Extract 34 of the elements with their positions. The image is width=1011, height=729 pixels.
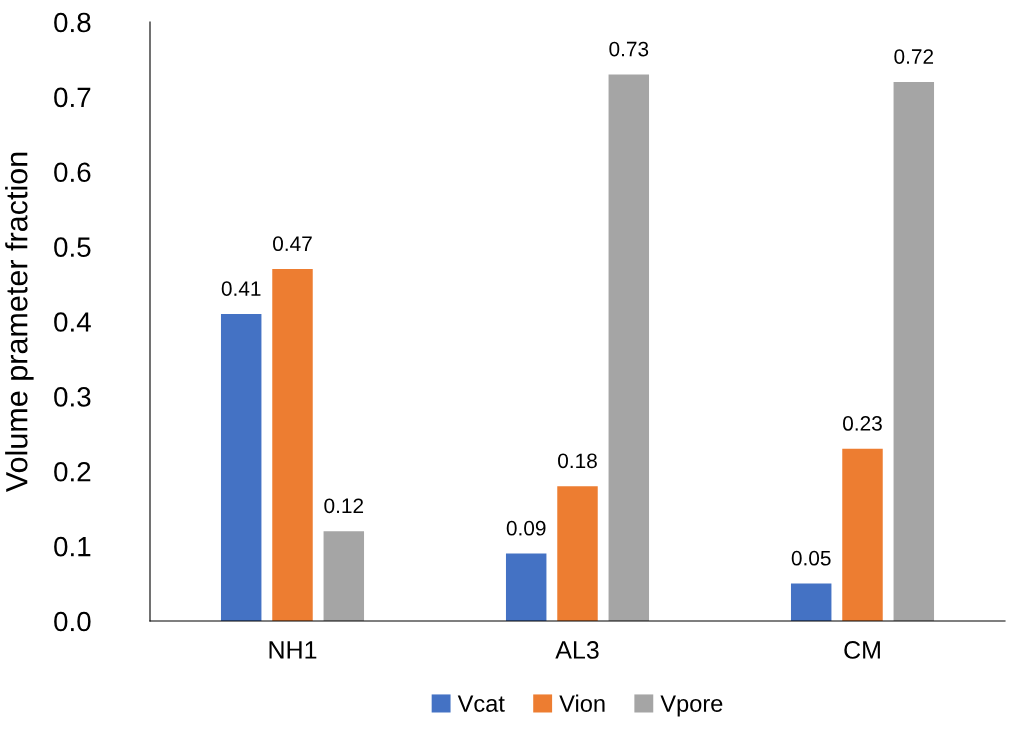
y-tick-label: 0.8 (54, 12, 91, 33)
bar (557, 486, 598, 621)
y-tick-label: 0.1 (54, 536, 91, 557)
bar (842, 448, 883, 621)
data-label: 0.18 (558, 453, 597, 469)
data-label: 0.23 (843, 416, 882, 431)
bar (893, 81, 935, 621)
data-label: 0.73 (609, 41, 649, 57)
legend-label: Vpore (660, 695, 723, 717)
bar (790, 583, 832, 621)
data-label: 0.12 (324, 498, 364, 514)
data-label: 0.47 (273, 236, 312, 252)
y-axis-title: Volume prameter fraction (5, 152, 34, 493)
x-tick-label: AL3 (555, 641, 599, 659)
data-label: 0.41 (221, 281, 261, 297)
y-tick-label: 0.6 (54, 162, 91, 183)
legend-label: Vcat (457, 695, 505, 712)
bar (608, 74, 650, 621)
x-tick-label: CM (844, 641, 880, 659)
y-tick-label: 0.3 (54, 387, 91, 407)
y-tick-label: 0.4 (54, 312, 91, 332)
y-tick-label: 0.5 (54, 237, 91, 257)
bar (220, 314, 262, 621)
x-tick-label: NH1 (269, 641, 317, 659)
bar (505, 553, 547, 621)
y-tick-label: 0.2 (54, 461, 91, 482)
legend-label: Vion (559, 694, 605, 712)
y-tick-label: 0.7 (54, 87, 91, 108)
y-tick-label: 0.0 (54, 611, 91, 632)
data-label: 0.09 (506, 520, 546, 536)
data-label: 0.05 (791, 550, 831, 566)
bar (272, 269, 313, 621)
bar (323, 531, 365, 621)
data-label: 0.72 (894, 49, 934, 64)
